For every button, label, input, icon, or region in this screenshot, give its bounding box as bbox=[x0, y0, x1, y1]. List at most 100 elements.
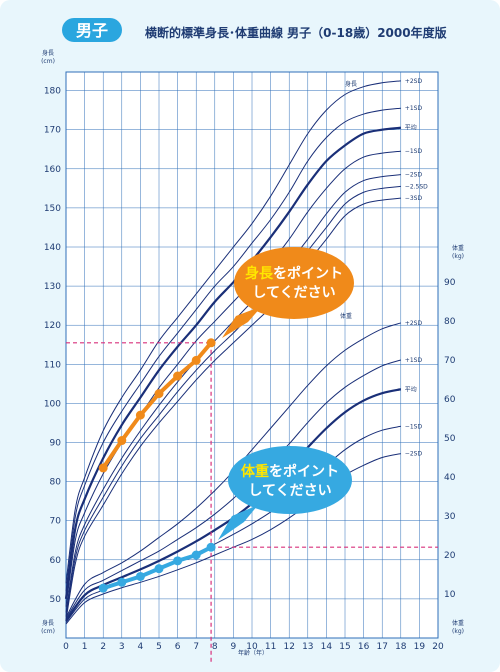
weight-sd-label: −1SD bbox=[405, 423, 423, 430]
height-tick-label: 80 bbox=[50, 478, 62, 488]
weight-tick-label: 20 bbox=[444, 551, 456, 561]
weight-point bbox=[154, 564, 164, 574]
height-axis-label-top: 身長 bbox=[42, 49, 54, 57]
weight-tick-label: 40 bbox=[444, 473, 456, 483]
weight-axis-label-bottom: 体重 bbox=[452, 619, 464, 627]
badge-text: 男子 bbox=[76, 21, 108, 40]
weight-callout-bubble bbox=[228, 446, 352, 514]
plot-border bbox=[65, 71, 439, 639]
weight-tick-label: 70 bbox=[444, 356, 456, 366]
height-sd-label: 平均 bbox=[405, 124, 417, 132]
x-tick-label: 6 bbox=[175, 642, 181, 652]
weight-tick-label: 90 bbox=[444, 278, 456, 288]
height-point bbox=[206, 338, 216, 348]
height-sd-label: −2.5SD bbox=[405, 183, 428, 190]
height-point bbox=[135, 410, 145, 420]
x-tick-label: 12 bbox=[283, 642, 294, 652]
weight-sd-label: −2SD bbox=[405, 451, 423, 458]
height-tick-label: 70 bbox=[50, 517, 62, 527]
height-axis-unit-bottom: (cm) bbox=[41, 628, 55, 635]
x-tick-label: 8 bbox=[212, 642, 218, 652]
weight-point bbox=[135, 571, 145, 581]
height-curve bbox=[65, 197, 401, 621]
height-axis-unit-top: (cm) bbox=[41, 58, 55, 65]
x-tick-label: 1 bbox=[82, 642, 88, 652]
x-tick-label: 9 bbox=[231, 642, 237, 652]
height-tick-label: 160 bbox=[44, 165, 61, 175]
x-tick-label: 3 bbox=[119, 642, 125, 652]
weight-sd-label: +2SD bbox=[405, 320, 423, 327]
height-tick-label: 120 bbox=[44, 321, 61, 331]
x-tick-label: 7 bbox=[193, 642, 199, 652]
guide-lines bbox=[66, 342, 438, 664]
weight-tick-label: 10 bbox=[444, 590, 456, 600]
height-curve-label: 身長 bbox=[345, 80, 357, 88]
height-point bbox=[154, 389, 164, 399]
weight-tick-label: 50 bbox=[444, 434, 456, 444]
height-point bbox=[117, 436, 127, 446]
weight-point bbox=[191, 550, 201, 560]
weight-callout-line2: してください bbox=[248, 483, 331, 499]
measurement-points bbox=[98, 338, 216, 593]
height-sd-label: −2SD bbox=[405, 172, 423, 179]
x-tick-label: 2 bbox=[100, 642, 106, 652]
height-callout-line2: してください bbox=[252, 285, 335, 301]
weight-axis-unit-top: (kg) bbox=[452, 253, 464, 260]
weight-callout-line1: 体重をポイント bbox=[241, 463, 339, 480]
grid bbox=[65, 71, 439, 639]
weight-axis-label-top: 体重 bbox=[452, 244, 464, 252]
x-tick-label: 14 bbox=[321, 642, 333, 652]
height-callout-line1: 身長をポイント bbox=[245, 265, 343, 282]
height-sd-label: −1SD bbox=[405, 148, 423, 155]
height-tick-label: 180 bbox=[44, 87, 61, 97]
height-sd-label: −3SD bbox=[405, 195, 423, 202]
height-curve bbox=[65, 174, 401, 613]
x-tick-label: 15 bbox=[339, 642, 350, 652]
weight-tick-label: 80 bbox=[444, 317, 456, 327]
height-tick-label: 140 bbox=[44, 243, 61, 253]
weight-callout-arrow bbox=[218, 505, 258, 540]
chart-title: 横断的標準身長･体重曲線 男子（0-18歳）2000年度版 bbox=[145, 25, 447, 40]
weight-axis-unit-bottom: (kg) bbox=[452, 628, 464, 635]
weight-tick-label: 60 bbox=[444, 395, 456, 405]
height-sd-label: +2SD bbox=[405, 78, 423, 85]
x-tick-label: 16 bbox=[358, 642, 370, 652]
x-tick-label: 13 bbox=[302, 642, 313, 652]
height-callout-arrow bbox=[222, 306, 262, 338]
weight-point bbox=[117, 577, 127, 587]
x-tick-label: 19 bbox=[414, 642, 426, 652]
height-point bbox=[173, 371, 183, 381]
height-tick-label: 170 bbox=[44, 126, 61, 136]
height-point bbox=[191, 355, 201, 365]
height-point bbox=[98, 463, 108, 473]
sd-labels: +2SD +1SD 平均 −1SD −2SD −2.5SD −3SD +2SD +1SD 平均 −1… bbox=[405, 78, 428, 458]
weight-curve bbox=[65, 359, 401, 620]
height-curve bbox=[65, 107, 401, 592]
gender-badge: 男子 bbox=[62, 18, 122, 42]
height-tick-label: 150 bbox=[44, 204, 61, 214]
weight-point bbox=[206, 542, 216, 552]
age-axis-label: 年齢（年） bbox=[238, 649, 268, 657]
height-tick-label: 60 bbox=[50, 556, 62, 566]
weight-point bbox=[173, 556, 183, 566]
height-tick-label: 50 bbox=[50, 595, 62, 605]
height-tick-label: 110 bbox=[44, 360, 61, 370]
weight-tick-label: 30 bbox=[444, 512, 456, 522]
height-callout-bubble bbox=[234, 247, 354, 319]
height-axis-label-bottom: 身長 bbox=[42, 619, 54, 627]
weight-curve-label: 体重 bbox=[340, 312, 352, 320]
weight-sd-label: +1SD bbox=[405, 357, 423, 364]
x-tick-label: 10 bbox=[246, 642, 258, 652]
height-sd-label: +1SD bbox=[405, 105, 423, 112]
weight-sd-label: 平均 bbox=[405, 385, 417, 393]
x-tick-label: 4 bbox=[138, 642, 144, 652]
tick-labels: 0 1 2 3 4 5 6 7 8 9 10 11 12 13 14 15 16 17 18 19 2050607080… bbox=[44, 87, 456, 652]
x-tick-label: 17 bbox=[376, 642, 387, 652]
weight-callout: 体重をポイント してください bbox=[218, 446, 352, 540]
weight-point bbox=[98, 583, 108, 593]
height-curve bbox=[65, 80, 401, 584]
height-curve bbox=[65, 185, 401, 617]
x-tick-label: 11 bbox=[265, 642, 276, 652]
